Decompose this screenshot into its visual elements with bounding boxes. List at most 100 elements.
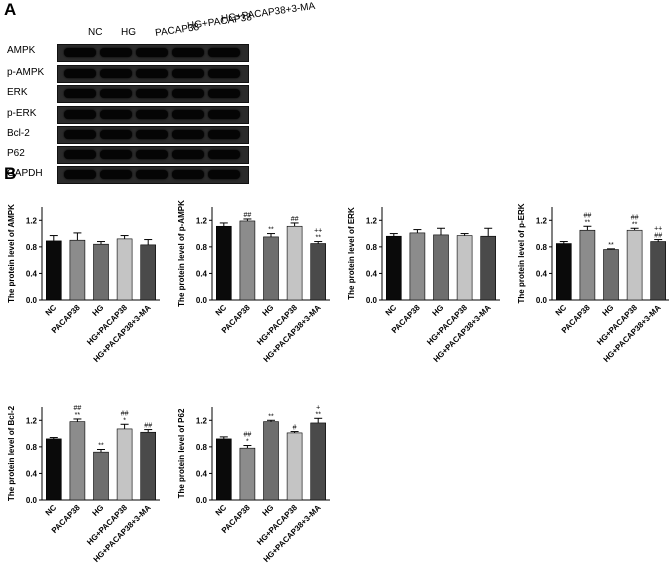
significance-marker: ** [315,411,321,418]
blot-band [208,48,240,57]
blot-band [208,150,240,159]
blot-strip [57,85,249,103]
blot-band [64,150,96,159]
y-tick-label: 0.8 [26,443,38,452]
y-tick-label: 1.2 [196,416,208,425]
y-tick-label: 0.8 [366,243,378,252]
protein-label-gapdh: GAPDH [7,168,43,179]
blot-band [100,48,132,57]
y-axis-label: The protein level of p-AMPK [177,200,186,307]
blot-strip [57,166,249,184]
significance-marker: ** [268,227,274,234]
protein-label-p-erk: p-ERK [7,108,37,119]
significance-marker: ## [244,212,252,219]
lane-header-hg-pacap38-3ma: HG+PACAP38+3-MA [220,0,316,25]
bar [626,229,643,301]
chart-bcl2: The protein level of Bcl-2 0.0 0.4 0.8 1.2 NC… [7,405,160,564]
blot-strip [57,146,249,164]
x-tick-label: NC [214,503,229,518]
bar [433,234,449,301]
protein-label-p-ampk: p-AMPK [7,67,45,78]
bar [93,243,109,301]
bar [385,235,402,301]
bar [45,438,62,501]
blot-band [64,48,96,57]
significance-marker: ## [654,233,662,240]
blot-band [172,89,204,98]
bar [45,240,62,301]
blot-strip [57,65,249,83]
y-tick-label: 0.0 [536,296,548,305]
blot-band [208,110,240,119]
significance-marker: ## [144,423,152,430]
x-tick-label: NC [554,303,569,318]
significance-marker: # [293,425,297,432]
protein-label-ampk: AMPK [7,45,36,56]
significance-marker: * [123,417,126,424]
bar [69,239,86,301]
significance-marker: ## [121,410,129,417]
blot-band [136,170,168,179]
y-tick-label: 1.2 [26,416,38,425]
blot-strip [57,106,249,124]
bar [263,421,279,501]
blot-band [100,69,132,78]
significance-marker: ## [631,214,639,221]
y-tick-label: 0.0 [366,296,378,305]
bar [286,225,303,301]
y-tick-label: 0.8 [196,243,208,252]
blot-band [64,89,96,98]
bar [116,238,133,301]
y-tick-label: 0.8 [196,443,208,452]
y-tick-label: 0.0 [196,496,208,505]
chart-p62: The protein level of P620.00.40.81.2NC##… [177,404,330,564]
blot-band [172,69,204,78]
lane-header-nc: NC [88,27,103,38]
y-axis-label: The protein level of p-ERK [517,203,526,303]
lane-header-hg: HG [121,27,136,38]
significance-marker: ** [585,219,591,226]
blot-band [100,89,132,98]
chart-p-erk: The protein level of p-ERK 0.0 0.4 0.8 1.2 NC… [517,203,669,364]
significance-marker: + [316,404,320,411]
blot-band [100,130,132,139]
blot-band [136,89,168,98]
significance-marker: ## [74,405,82,412]
y-tick-label: 0.8 [26,243,38,252]
x-tick-label: HG [91,303,106,318]
bar [140,431,156,501]
blot-band [64,170,96,179]
bar [310,422,326,501]
blot-strip [57,44,249,62]
blot-band [172,48,204,57]
blot-band [100,170,132,179]
y-axis-label: The protein level of AMPK [7,204,16,303]
bar [286,432,303,501]
protein-label-erk: ERK [7,87,28,98]
bar [215,225,232,301]
significance-marker: ** [98,443,104,450]
bar [215,438,232,501]
y-tick-label: 0.4 [196,469,208,478]
blot-band [64,130,96,139]
western-blot-panel: NC HG PACAP38 HG+PACAP38 HG+PACAP38+3-MA… [0,0,316,185]
chart-ampk: The protein level of AMPK 0.00.40.81.2NCP… [7,204,160,364]
blot-band [172,170,204,179]
y-tick-label: 1.2 [196,216,208,225]
y-tick-label: 1.2 [366,216,378,225]
bar [310,243,326,301]
bar [555,243,572,301]
blot-band [136,130,168,139]
blot-band [136,48,168,57]
panel-label-b: B [4,164,17,183]
chart-erk: The protein level of ERK0.00.40.81.2NCPA… [347,207,500,364]
significance-marker: ** [632,221,638,228]
y-tick-label: 0.0 [26,296,38,305]
y-tick-label: 0.4 [26,469,38,478]
bar [650,241,666,301]
significance-marker: ## [584,212,592,219]
bar [239,220,256,301]
blot-band [208,69,240,78]
bar [239,447,256,501]
blot-strip [57,126,249,144]
